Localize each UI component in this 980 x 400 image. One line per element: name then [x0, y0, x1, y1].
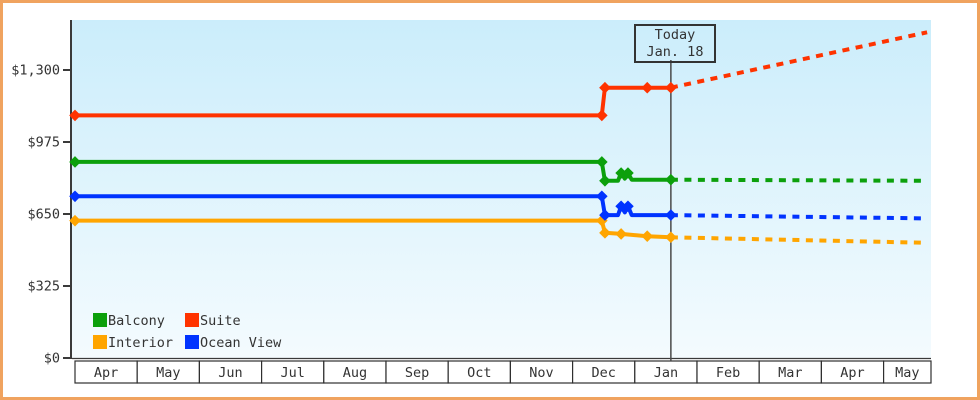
series-interior-marker [599, 227, 611, 239]
month-label: Mar [778, 365, 802, 381]
legend-swatch-ocean-view [185, 335, 199, 349]
series-suite-marker [641, 81, 654, 94]
y-tick-label: $0 [44, 351, 60, 367]
today-date: Jan. 18 [646, 44, 704, 60]
price-history-chart: Apr May Jun Jul Aug Sep Oct Nov Dec Jan Feb Mar Apr M… [11, 20, 932, 384]
series-interior-marker [665, 231, 677, 244]
month-label: Dec [592, 365, 616, 381]
y-tick-label: $325 [27, 279, 60, 295]
month-label: Jul [281, 365, 305, 381]
series-balcony-marker [665, 173, 677, 186]
series-ocean-view-marker [622, 200, 634, 213]
legend-item-suite: Suite [185, 313, 281, 329]
month-label: Sep [405, 365, 429, 381]
series-interior-forecast-line [670, 235, 928, 245]
series-ocean-view-forecast-line [670, 213, 928, 221]
today-label: Today [654, 27, 696, 43]
series-ocean-view-marker [615, 200, 627, 213]
series-ocean-view-marker [665, 209, 677, 221]
series-suite-marker [596, 109, 608, 122]
series-suite-marker [69, 109, 81, 122]
month-cell-may-13 [882, 360, 932, 384]
today-annotation-box: Today Jan. 18 [634, 24, 716, 63]
legend-label-ocean-view: Ocean View [200, 335, 282, 351]
legend-label-suite: Suite [200, 313, 241, 329]
legend-swatch-balcony [93, 313, 107, 327]
month-label: Apr [840, 365, 864, 381]
month-label: Nov [529, 365, 553, 381]
series-balcony-marker [599, 174, 611, 187]
legend-item-ocean-view: Ocean View [185, 335, 281, 351]
y-tick-label: $650 [27, 207, 60, 223]
y-tick-label: $975 [27, 135, 60, 151]
month-label: Oct [467, 365, 491, 381]
series-interior-marker [615, 228, 627, 240]
series-balcony-marker [596, 156, 608, 168]
legend: Balcony Suite Interior Ocean View [93, 313, 281, 351]
y-tick-label: $1,300 [11, 63, 60, 79]
legend-item-balcony: Balcony [93, 313, 185, 329]
series-balcony-marker [622, 167, 634, 179]
series-balcony-forecast-line [670, 177, 928, 183]
legend-label-balcony: Balcony [108, 313, 165, 329]
series-ocean-view-marker [599, 209, 611, 221]
legend-item-interior: Interior [93, 335, 185, 351]
month-label: May [156, 365, 180, 381]
series-interior-marker [596, 214, 608, 227]
month-label: Aug [343, 365, 367, 381]
month-label: Apr [94, 365, 118, 381]
series-interior-marker [641, 230, 654, 242]
series-balcony-marker [615, 167, 627, 179]
legend-label-interior: Interior [108, 335, 174, 351]
month-label: Feb [716, 365, 740, 381]
series-suite-marker [599, 81, 611, 94]
series-ocean-view-marker [596, 190, 608, 203]
series-suite-marker [665, 81, 677, 94]
series-interior-marker [69, 214, 81, 227]
series-balcony-marker [69, 156, 81, 168]
series-suite-forecast-line [670, 30, 928, 90]
series-ocean-view-marker [69, 190, 81, 203]
legend-swatch-interior [93, 335, 107, 349]
legend-swatch-suite [185, 313, 199, 327]
plot-area [72, 20, 931, 358]
month-label: Jun [218, 365, 242, 381]
month-label: May [895, 365, 919, 381]
month-label: Jan [654, 365, 678, 381]
